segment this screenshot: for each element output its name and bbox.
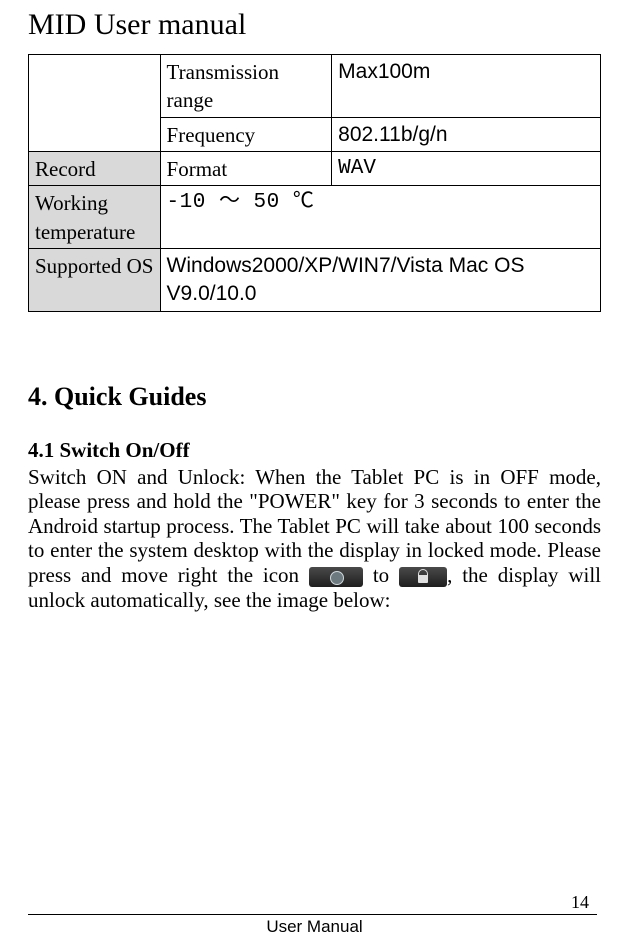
footer-label: User Manual [28,917,601,937]
cell-category: Supported OS [29,249,161,312]
table-row: Record Format WAV [29,152,601,186]
page-title: MID User manual [28,8,601,42]
ring-icon [309,567,363,587]
spec-table: Transmission range Max100m Frequency 802… [28,54,601,312]
lock-icon [399,567,447,587]
cell-prop: Format [160,152,332,186]
cell-value: WAV [332,152,601,186]
cell-value: -10 ～ 50 ℃ [160,186,600,249]
subsection-heading: 4.1 Switch On/Off [28,438,601,463]
cell-category: Working temperature [29,186,161,249]
cell-value: Max100m [332,55,601,118]
body-paragraph: Switch ON and Unlock: When the Tablet PC… [28,465,601,612]
cell-category: Record [29,152,161,186]
table-row: Transmission range Max100m [29,55,601,118]
page-number: 14 [28,892,597,915]
cell-prop: Transmission range [160,55,332,118]
table-row: Supported OS Windows2000/XP/WIN7/Vista M… [29,249,601,312]
cell-value: 802.11b/g/n [332,117,601,151]
cell-value: Windows2000/XP/WIN7/Vista Mac OS V9.0/10… [160,249,600,312]
cell-prop: Frequency [160,117,332,151]
table-row: Working temperature -10 ～ 50 ℃ [29,186,601,249]
cell-category-blank [29,55,161,152]
body-text: to [363,563,389,587]
section-heading: 4. Quick Guides [28,382,601,412]
